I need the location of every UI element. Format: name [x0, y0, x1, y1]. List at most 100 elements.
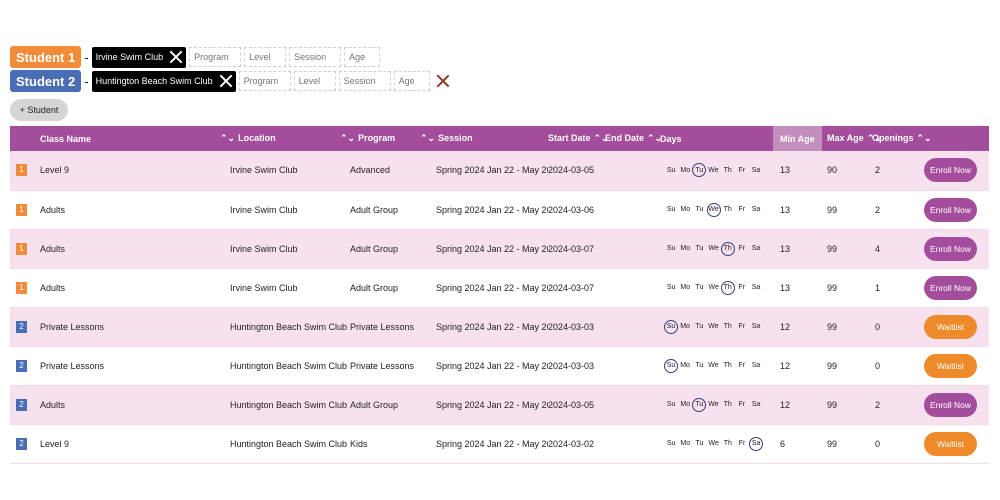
day-th: Th	[723, 323, 732, 330]
session-cell: Spring 2024 Jan 22 - May 26	[436, 438, 548, 449]
student-2-program-input[interactable]	[238, 71, 291, 91]
openings-cell: 2	[875, 165, 881, 176]
end-date-cell	[605, 151, 660, 190]
day-mo: Mo	[680, 284, 691, 291]
day-sa: Sa	[751, 245, 761, 252]
header-start-date[interactable]: Start Date ⌃⌄	[548, 132, 609, 144]
day-fr: Fr	[738, 166, 746, 174]
table-row: 2 Private Lessons Huntington Beach Swim Cl…	[10, 346, 989, 385]
day-su: Su	[666, 166, 676, 174]
student-2-level-input[interactable]	[293, 71, 336, 91]
close-icon[interactable]	[219, 74, 233, 88]
sort-arrows-icon: ⌃⌄	[916, 133, 932, 144]
day-fr: Fr	[738, 401, 746, 408]
day-fr: Fr	[738, 245, 746, 252]
header-program[interactable]: ⌃⌄ Program	[340, 132, 396, 144]
header-min-age[interactable]: Min Age	[773, 126, 822, 151]
start-date-cell: 2024-03-03	[548, 360, 595, 371]
table-row: 1 Adults Irvine Swim Club Adult Group Spring…	[10, 190, 989, 229]
day-tu: Tu	[695, 323, 704, 330]
student-1-program-input[interactable]	[189, 47, 242, 67]
header-max-age[interactable]: Max Age ⌃⌄	[827, 132, 882, 144]
enroll-now-button[interactable]: Enroll Now	[924, 392, 977, 417]
student-2-badge[interactable]: Student 2	[10, 70, 82, 92]
days-cell: Su Mo Tu We Th Fr Sa	[660, 307, 773, 346]
openings-cell: 0	[875, 438, 881, 449]
add-student-button[interactable]: + Student	[10, 99, 68, 121]
day-we: We	[708, 323, 719, 330]
location-cell: Huntington Beach Swim Club	[230, 321, 348, 332]
waitlist-button[interactable]: Waitlist	[924, 353, 977, 378]
student-2-session-input[interactable]	[338, 71, 391, 91]
student-1-badge[interactable]: Student 1	[10, 46, 82, 68]
student-1-session-input[interactable]	[289, 47, 342, 67]
student-2-club-tag: Huntington Beach Swim Club	[91, 70, 236, 92]
location-cell: Irvine Swim Club	[230, 165, 298, 176]
student-1-club-tag: Irvine Swim Club	[91, 46, 187, 68]
student-number-badge: 1	[16, 164, 27, 177]
enroll-now-button[interactable]: Enroll Now	[924, 158, 977, 183]
min-age-cell: 6	[780, 438, 786, 449]
close-icon[interactable]	[169, 50, 183, 64]
program-cell: Adult Group	[350, 282, 399, 293]
day-sa: Sa	[751, 323, 761, 330]
day-mo: Mo	[680, 206, 691, 213]
student-1-level-input[interactable]	[244, 47, 287, 67]
openings-cell: 2	[875, 399, 881, 410]
enroll-now-button[interactable]: Enroll Now	[924, 275, 977, 300]
program-cell: Kids	[350, 438, 368, 449]
sort-arrows-icon: ⌃⌄	[593, 133, 609, 144]
class-name-cell: Private Lessons	[40, 321, 105, 332]
days-cell: Su Mo Tu We Th Fr Sa	[660, 190, 773, 229]
header-class-name[interactable]: Class Name	[40, 133, 92, 144]
day-th: Th	[720, 241, 735, 256]
days-cell: Su Mo Tu We Th Fr Sa	[660, 268, 773, 307]
header-openings[interactable]: Openings ⌃⌄	[872, 132, 932, 144]
clear-student-2-icon[interactable]	[436, 74, 450, 88]
day-tu: Tu	[695, 245, 704, 252]
program-cell: Adult Group	[350, 243, 399, 254]
waitlist-button[interactable]: Waitlist	[924, 431, 977, 456]
table-row: 2 Adults Huntington Beach Swim Club Adult G…	[10, 385, 989, 424]
header-days[interactable]: Days	[660, 133, 682, 144]
session-cell: Spring 2024 Jan 22 - May 26	[436, 360, 548, 371]
day-sa: Sa	[751, 362, 761, 369]
separator: -	[84, 73, 89, 89]
header-session[interactable]: ⌃⌄ Session	[420, 132, 473, 144]
table-row: 1 Level 9 Irvine Swim Club Advanced Spring 2…	[10, 151, 989, 190]
min-age-cell: 13	[780, 165, 791, 176]
class-name-cell: Adults	[40, 399, 66, 410]
location-cell: Irvine Swim Club	[230, 282, 298, 293]
class-name-cell: Level 9	[40, 165, 70, 176]
max-age-cell: 99	[827, 438, 838, 449]
max-age-cell: 90	[827, 165, 838, 176]
day-we: We	[708, 284, 719, 291]
enroll-now-button[interactable]: Enroll Now	[924, 236, 977, 261]
header-location[interactable]: ⌃⌄ Location	[220, 132, 276, 144]
student-1-age-input[interactable]	[344, 47, 381, 67]
day-tu: Tu	[692, 397, 707, 412]
end-date-cell	[605, 346, 660, 385]
table-row: 1 Adults Irvine Swim Club Adult Group Spring…	[10, 229, 989, 268]
program-cell: Adult Group	[350, 204, 399, 215]
header-end-date[interactable]: End Date ⌃⌄	[605, 132, 663, 144]
location-cell: Huntington Beach Swim Club	[230, 399, 348, 410]
enroll-now-button[interactable]: Enroll Now	[924, 197, 977, 222]
sort-arrows-icon: ⌃⌄	[420, 133, 436, 144]
table-row: 2 Private Lessons Huntington Beach Swim Cl…	[10, 307, 989, 346]
club-tag-label: Huntington Beach Swim Club	[95, 76, 213, 86]
table-row: 1 Adults Irvine Swim Club Adult Group Spring…	[10, 268, 989, 307]
sort-arrows-icon: ⌃⌄	[220, 133, 236, 144]
waitlist-button[interactable]: Waitlist	[924, 314, 977, 339]
day-we: We	[708, 401, 719, 408]
min-age-cell: 13	[780, 243, 791, 254]
end-date-cell	[605, 424, 660, 463]
end-date-cell	[605, 385, 660, 424]
day-mo: Mo	[680, 323, 690, 330]
separator: -	[84, 49, 89, 65]
sort-arrows-icon: ⌃⌄	[866, 133, 882, 144]
max-age-cell: 99	[827, 399, 838, 410]
student-2-age-input[interactable]	[393, 71, 430, 91]
end-date-cell	[605, 229, 660, 268]
program-cell: Private Lessons	[350, 321, 415, 332]
